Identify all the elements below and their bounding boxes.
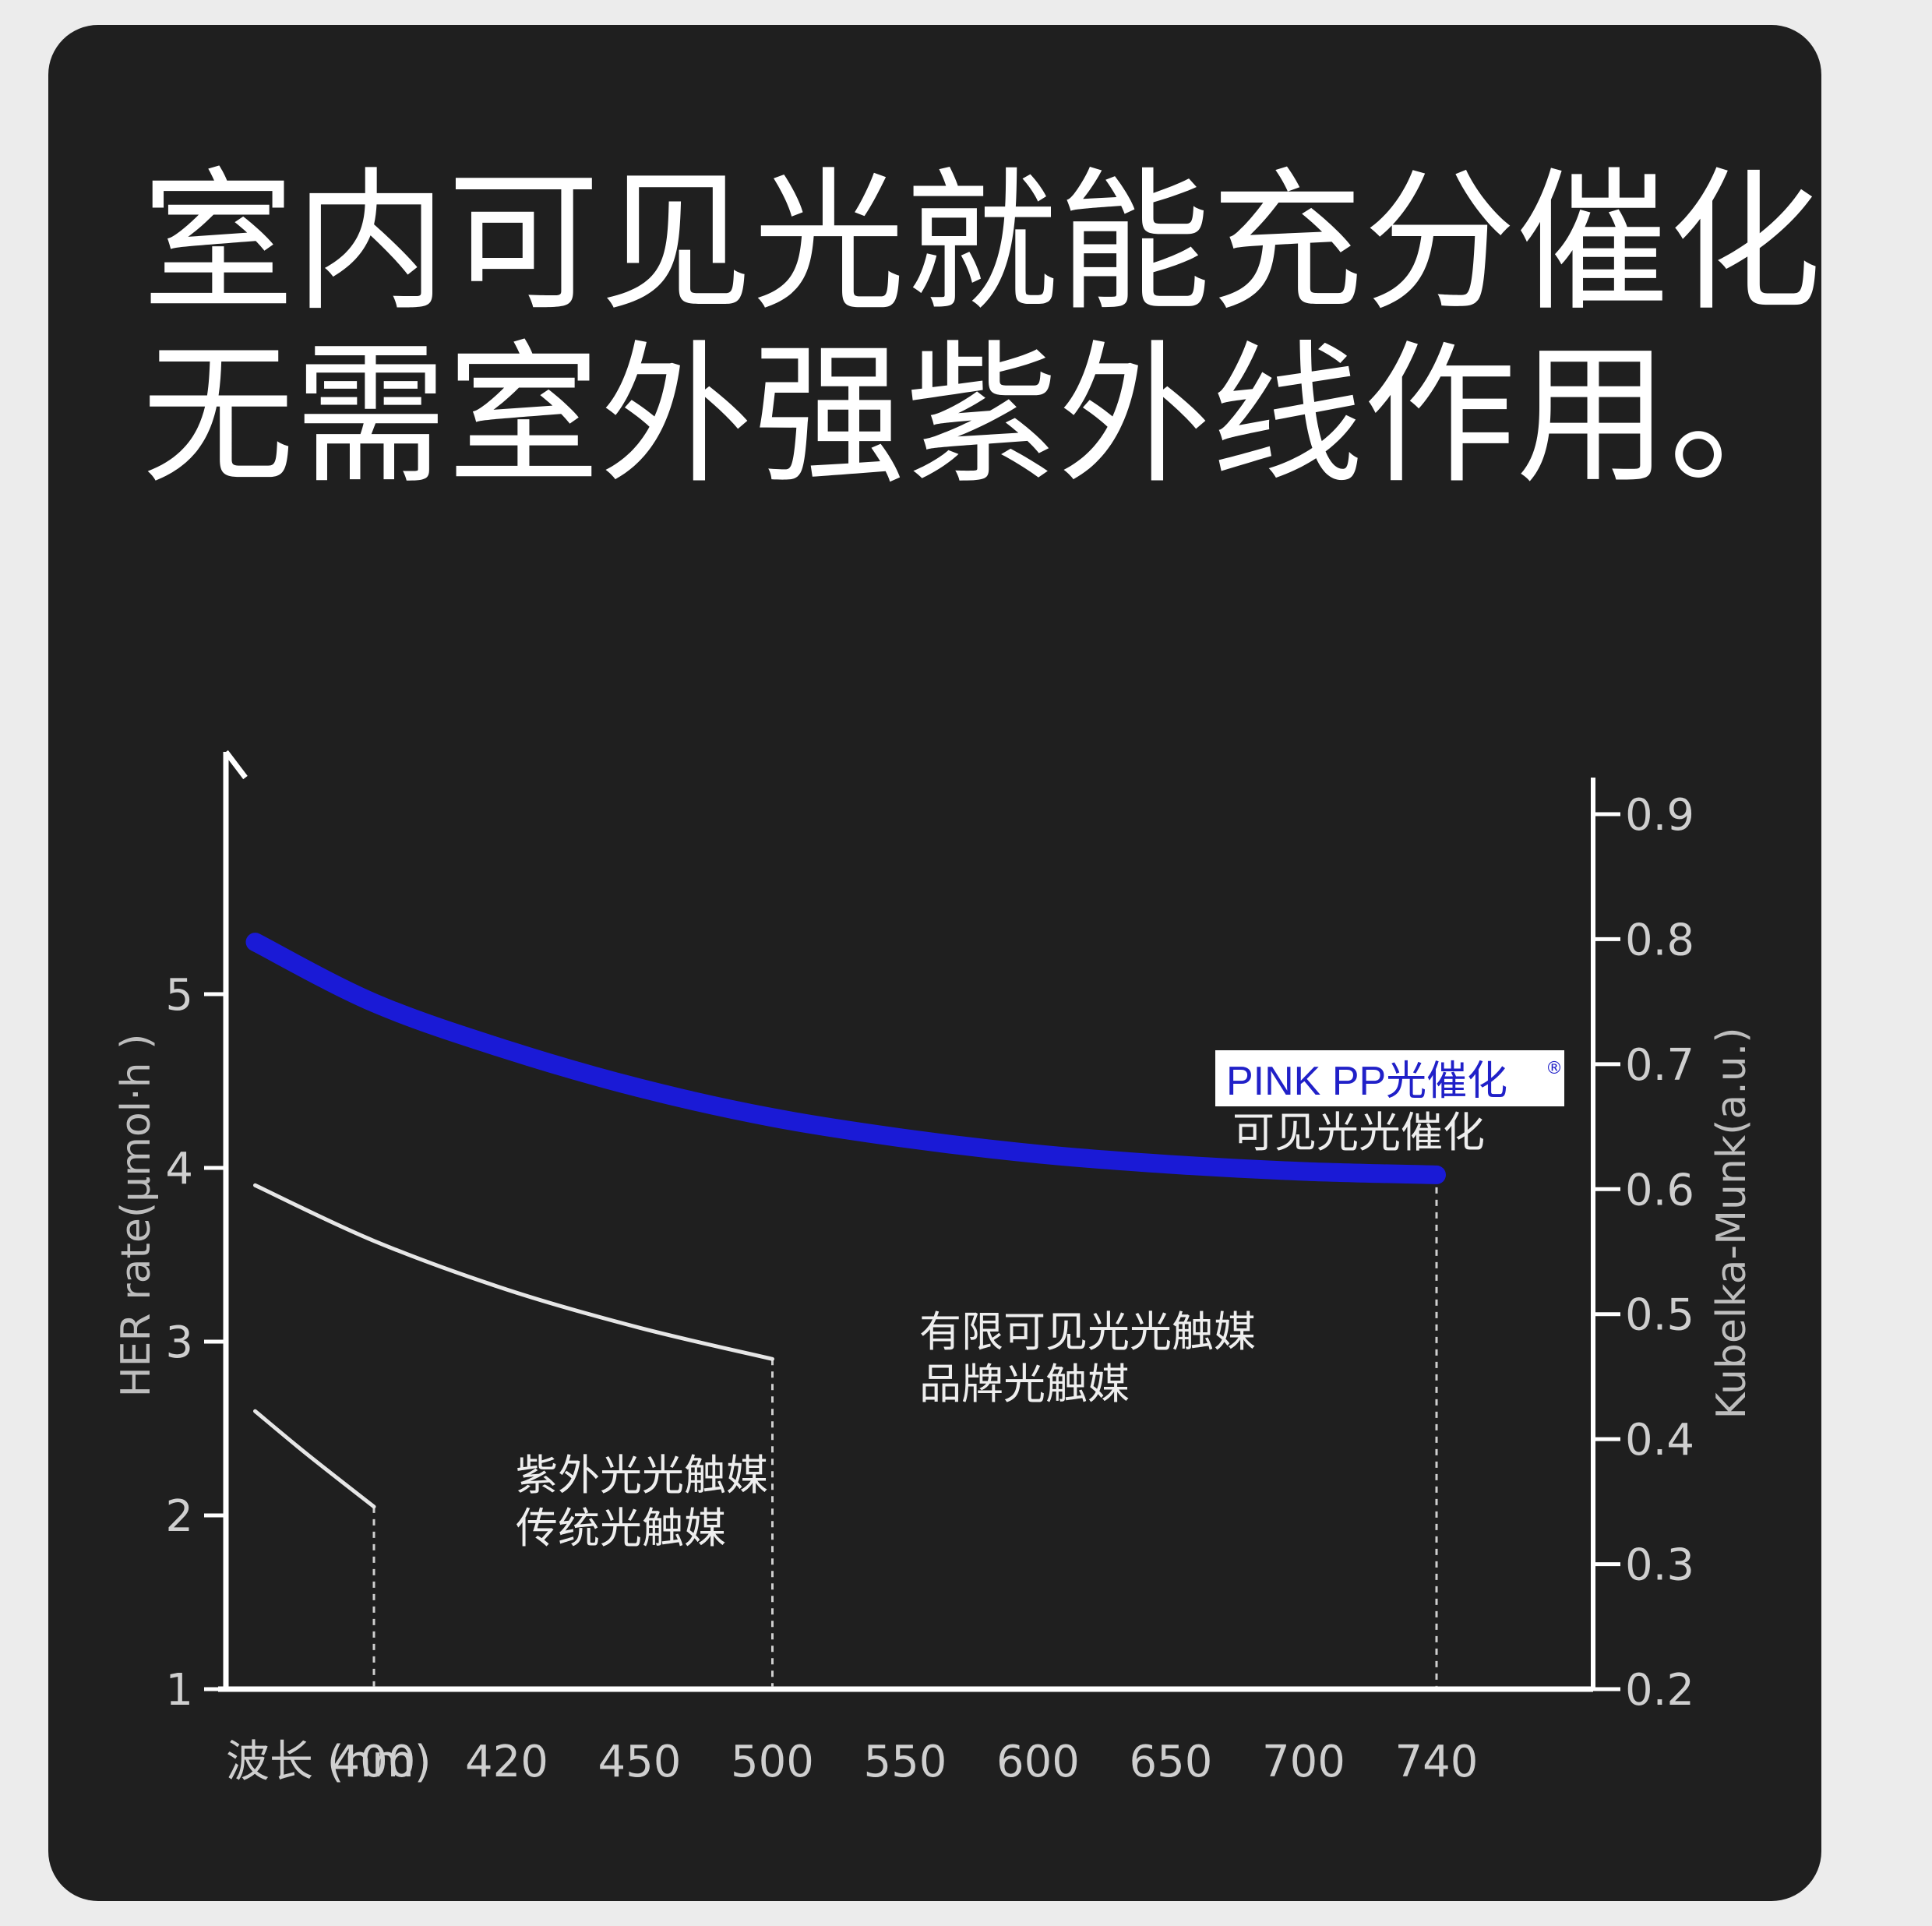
- y2-tick-label: 0.7: [1625, 1040, 1694, 1091]
- y2-tick-label: 0.6: [1625, 1165, 1694, 1215]
- headline-line-2: 无需室外强紫外线作用。: [142, 327, 1822, 505]
- pink-badge-background: [1215, 1050, 1564, 1106]
- y2-tick-label: 0.8: [1625, 915, 1694, 965]
- x-tick-label: 450: [598, 1737, 682, 1787]
- x-tick-label: 420: [465, 1737, 548, 1787]
- x-axis-tick-labels: 400 420 450 500 550 600 650 700 740: [333, 1737, 1479, 1787]
- limited-series-labels: 有限可见光光触媒 品牌光触媒: [919, 1307, 1256, 1409]
- y2-tick-label: 0.4: [1625, 1415, 1694, 1466]
- y-axis-left-title: HER rate(μmol·h ): [113, 1034, 160, 1398]
- y-tick-label: 1: [165, 1665, 193, 1716]
- pink-series-label-1: 可见光光催化: [1232, 1108, 1485, 1157]
- y-tick-label: 2: [165, 1491, 193, 1542]
- x-tick-label: 700: [1262, 1737, 1345, 1787]
- uv-series-label-1: 紫外光光触媒: [516, 1451, 768, 1500]
- y-axis-right-title: Kubelka-Munk(a.u.): [1708, 1027, 1755, 1419]
- y2-tick-label: 0.3: [1625, 1540, 1694, 1591]
- y2-tick-label: 0.2: [1625, 1665, 1694, 1716]
- pink-badge-text: PINK PP光催化: [1226, 1059, 1507, 1104]
- uv-series-labels: 紫外光光触媒 传统光触媒: [516, 1451, 768, 1553]
- headline-line-1: 室内可见光就能充分催化: [142, 154, 1822, 332]
- x-tick-label: 400: [333, 1737, 416, 1787]
- y2-tick-label: 0.5: [1625, 1290, 1694, 1341]
- x-tick-label: 600: [996, 1737, 1080, 1787]
- y-axis-right-ticks: 0.2 0.3 0.4 0.5 0.6 0.7 0.8 0.9: [1593, 790, 1694, 1716]
- limited-series-label-1: 有限可见光光触媒: [919, 1307, 1256, 1356]
- pink-badge-mark: ®: [1546, 1059, 1563, 1078]
- x-tick-label: 740: [1395, 1737, 1479, 1787]
- y-tick-label: 5: [165, 970, 193, 1021]
- y-axis-arrow: [224, 750, 248, 780]
- y-tick-label: 4: [165, 1144, 193, 1194]
- x-tick-label: 500: [731, 1737, 814, 1787]
- x-axis-title: 波长 (nm): [226, 1737, 432, 1787]
- limited-series-label-2: 品牌光触媒: [919, 1360, 1130, 1409]
- pink-series-line: [245, 933, 1446, 1184]
- x-tick-label: 650: [1130, 1737, 1213, 1787]
- uv-series-label-2: 传统光触媒: [516, 1504, 726, 1553]
- limited-series-line: [253, 1183, 774, 1361]
- pink-series-labels: PINK PP光催化 ® 可见光光催化: [1215, 1050, 1564, 1157]
- uv-series-line: [253, 1409, 376, 1509]
- series-curves: [245, 933, 1446, 1509]
- chart-card: 室内可见光就能充分催化 无需室外强紫外线作用。: [48, 25, 1821, 1901]
- y-axis-left-ticks: 1 2 3 4 5: [165, 970, 226, 1716]
- y2-tick-label: 0.9: [1625, 790, 1694, 841]
- y-tick-label: 3: [165, 1318, 193, 1368]
- wavelength-guide-lines: [372, 1174, 1438, 1687]
- x-tick-label: 550: [864, 1737, 947, 1787]
